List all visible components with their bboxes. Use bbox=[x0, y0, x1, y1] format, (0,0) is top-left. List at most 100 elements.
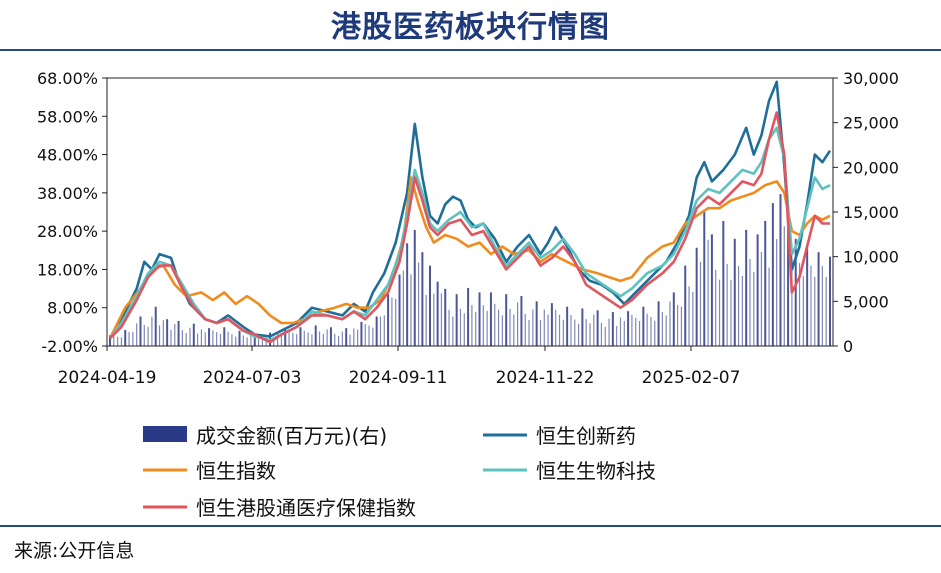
volume-bar bbox=[638, 320, 641, 346]
volume-bar bbox=[147, 327, 149, 346]
volume-bar bbox=[555, 309, 557, 346]
volume-bar bbox=[593, 314, 595, 346]
volume-bar bbox=[261, 338, 263, 346]
volume-bar bbox=[341, 331, 343, 346]
volume-bar bbox=[253, 333, 256, 346]
volume-bar bbox=[635, 317, 637, 346]
volume-bar bbox=[566, 306, 569, 346]
volume-bar bbox=[326, 329, 328, 346]
volume-bar bbox=[402, 270, 404, 346]
volume-bar bbox=[722, 220, 725, 346]
y-right-tick-label: 5,000 bbox=[843, 292, 889, 311]
volume-bar bbox=[791, 269, 793, 346]
volume-bar bbox=[707, 239, 709, 346]
volume-bar bbox=[688, 286, 690, 346]
volume-bar bbox=[501, 315, 503, 346]
volume-bar bbox=[718, 279, 721, 346]
y-right-tick-label: 15,000 bbox=[843, 203, 899, 222]
volume-bar bbox=[170, 329, 172, 346]
y-right-tick-label: 30,000 bbox=[843, 69, 899, 88]
volume-bar bbox=[273, 337, 275, 346]
volume-bar bbox=[299, 327, 302, 346]
y-left-tick-label: 28.00% bbox=[37, 222, 98, 241]
volume-bar bbox=[513, 314, 515, 346]
volume-bar bbox=[197, 333, 199, 346]
x-tick-label: 2024-11-22 bbox=[496, 368, 595, 388]
volume-bar bbox=[410, 274, 412, 346]
volume-bar bbox=[113, 336, 115, 346]
source-note: 来源:公开信息 bbox=[14, 540, 135, 562]
volume-bar bbox=[814, 276, 816, 346]
volume-bar bbox=[581, 308, 584, 346]
y-left-tick-label: 38.00% bbox=[37, 184, 98, 203]
volume-bar bbox=[517, 302, 519, 346]
volume-bar bbox=[398, 274, 401, 346]
volume-bar bbox=[444, 288, 447, 346]
volume-bar bbox=[680, 306, 683, 346]
volume-bar bbox=[478, 292, 481, 346]
volume-bar bbox=[166, 319, 169, 346]
volume-bar bbox=[482, 305, 484, 346]
x-tick-label: 2024-07-03 bbox=[203, 368, 302, 388]
y-left-tick-label: -2.00% bbox=[41, 337, 98, 356]
volume-bar bbox=[650, 317, 652, 346]
volume-bar bbox=[623, 320, 625, 346]
volume-bar bbox=[611, 312, 614, 346]
volume-bar bbox=[779, 194, 782, 346]
volume-bar bbox=[532, 309, 534, 346]
volume-bar bbox=[657, 301, 660, 346]
volume-bar bbox=[143, 325, 145, 346]
volume-bar bbox=[749, 258, 751, 346]
y-left-tick-label: 18.00% bbox=[37, 260, 98, 279]
volume-bar bbox=[802, 276, 804, 346]
y-right-tick-label: 20,000 bbox=[843, 158, 899, 177]
volume-bar bbox=[357, 329, 359, 346]
volume-bar bbox=[543, 309, 545, 346]
volume-bar bbox=[372, 327, 374, 346]
volume-bar bbox=[528, 319, 530, 346]
volume-bar bbox=[669, 301, 671, 346]
volume-bar bbox=[421, 252, 424, 346]
volume-bar bbox=[699, 261, 702, 346]
volume-bar bbox=[329, 327, 332, 346]
volume-bar bbox=[768, 267, 770, 346]
volume-bar bbox=[120, 337, 123, 346]
y-left-tick-label: 48.00% bbox=[37, 146, 98, 165]
volume-bar bbox=[406, 243, 409, 346]
volume-bar bbox=[353, 328, 355, 346]
volume-bar bbox=[631, 314, 633, 346]
volume-bar bbox=[364, 323, 366, 346]
x-tick-label: 2024-04-19 bbox=[58, 368, 157, 388]
volume-bar bbox=[829, 256, 831, 346]
volume-bar bbox=[318, 331, 321, 346]
volume-bar bbox=[756, 234, 759, 346]
volume-bar bbox=[379, 316, 382, 346]
volume-bar bbox=[524, 314, 526, 346]
volume-bar bbox=[520, 295, 523, 346]
volume-bar bbox=[821, 266, 823, 346]
axes-group: 68.00% 58.00% 48.00% 38.00% 28.00% 18.00% 8.00… bbox=[37, 69, 899, 388]
volume-bar bbox=[223, 327, 226, 346]
volume-bar bbox=[307, 332, 309, 346]
volume-bar bbox=[383, 315, 385, 346]
title-divider bbox=[0, 49, 941, 51]
volume-bar bbox=[661, 311, 663, 346]
volume-bar bbox=[737, 266, 740, 346]
volume-bar bbox=[710, 234, 713, 346]
volume-bar bbox=[642, 306, 645, 346]
volume-bar bbox=[132, 331, 134, 346]
volume-bar bbox=[475, 311, 477, 346]
volume-bar bbox=[486, 310, 488, 346]
volume-bar bbox=[494, 303, 496, 346]
volume-bar bbox=[695, 247, 698, 346]
volume-bar bbox=[314, 325, 317, 346]
volume-bar bbox=[322, 333, 324, 346]
footer-divider bbox=[0, 525, 941, 527]
volume-bar bbox=[733, 238, 736, 346]
volume-bar bbox=[440, 293, 443, 346]
volume-bar bbox=[204, 332, 206, 346]
volume-bar bbox=[783, 226, 785, 346]
volume-bar bbox=[794, 238, 797, 346]
x-tick-label: 2025-02-07 bbox=[642, 368, 741, 388]
